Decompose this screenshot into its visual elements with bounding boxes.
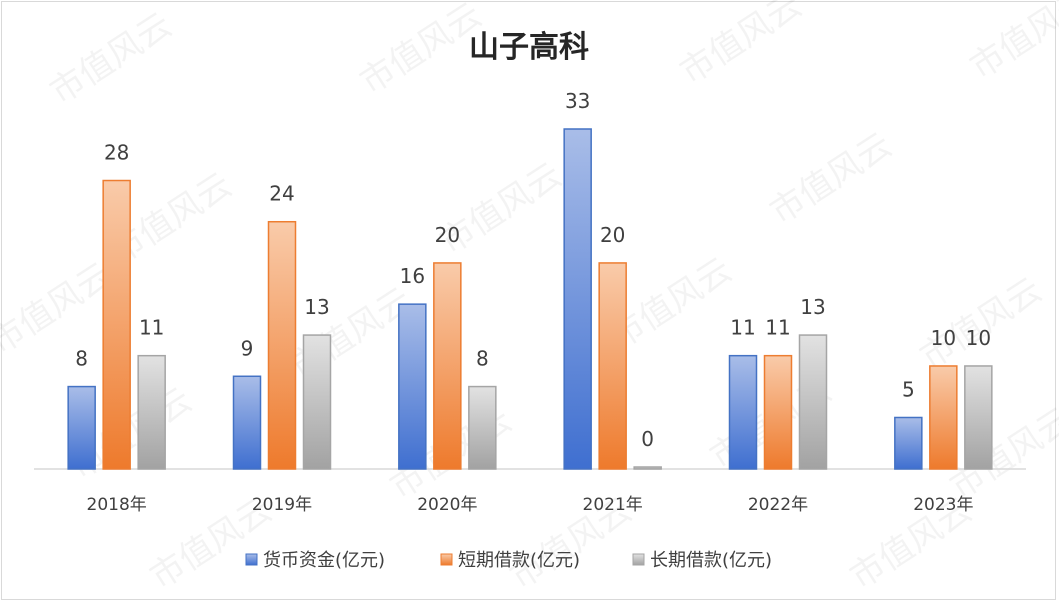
legend-swatch <box>440 553 453 566</box>
watermark-text: 市值风云 <box>763 125 899 233</box>
bar <box>563 128 592 470</box>
bars-group <box>67 128 993 470</box>
data-label: 20 <box>435 223 460 247</box>
data-label: 11 <box>765 316 790 340</box>
data-label: 20 <box>600 223 625 247</box>
legend-label: 短期借款(亿元) <box>458 550 580 571</box>
category-label: 2023年 <box>913 495 973 515</box>
data-label: 8 <box>75 347 88 371</box>
legend-swatch <box>632 553 645 566</box>
category-label: 2019年 <box>252 495 312 515</box>
data-label: 33 <box>565 89 590 113</box>
bar <box>468 385 497 470</box>
category-label: 2018年 <box>87 495 147 515</box>
data-label: 11 <box>139 316 164 340</box>
data-label: 10 <box>966 326 991 350</box>
category-label: 2020年 <box>417 495 477 515</box>
legend: 货币资金(亿元) 短期借款(亿元) 长期借款(亿元) <box>245 550 772 571</box>
data-label: 11 <box>730 316 755 340</box>
data-label: 13 <box>304 295 329 319</box>
data-label: 28 <box>104 141 129 165</box>
bar <box>67 385 96 470</box>
data-label: 13 <box>800 295 825 319</box>
bar <box>232 375 262 470</box>
bar <box>302 334 332 470</box>
bar <box>894 416 923 470</box>
bar <box>964 365 993 470</box>
bar <box>137 354 166 470</box>
bar <box>633 466 662 470</box>
data-label: 9 <box>241 336 254 360</box>
bar <box>763 354 793 470</box>
bar <box>728 354 758 470</box>
bar <box>598 262 627 470</box>
chart-title: 山子高科 <box>469 30 589 65</box>
watermark-text: 市值风云 <box>43 5 179 113</box>
data-label: 0 <box>641 427 654 451</box>
data-label: 16 <box>400 264 425 288</box>
legend-swatch <box>245 553 258 566</box>
data-label: 8 <box>476 347 489 371</box>
category-label: 2021年 <box>583 495 643 515</box>
watermark-text: 市值风云 <box>943 400 1059 508</box>
bar <box>798 334 828 470</box>
data-label: 24 <box>269 182 294 206</box>
bar <box>929 365 958 470</box>
category-labels-group: 2018年 2019年 2020年 2021年 2022年 2023年 <box>87 495 974 515</box>
bar <box>102 179 131 470</box>
legend-label: 货币资金(亿元) <box>263 550 385 571</box>
bar <box>398 303 427 470</box>
value-labels-group: 8 28 11 9 24 13 16 20 8 33 20 0 11 11 13 5 10 10 <box>75 89 991 451</box>
data-label: 5 <box>902 377 915 401</box>
bar <box>267 220 297 470</box>
watermark-text: 市值风云 <box>673 0 809 93</box>
watermark-text: 市值风云 <box>0 255 119 363</box>
watermark-text: 市值风云 <box>913 270 1049 378</box>
watermark-text: 市值风云 <box>963 0 1059 88</box>
legend-label: 长期借款(亿元) <box>650 550 772 571</box>
data-label: 10 <box>931 326 956 350</box>
bar <box>433 262 462 470</box>
category-label: 2022年 <box>748 495 808 515</box>
